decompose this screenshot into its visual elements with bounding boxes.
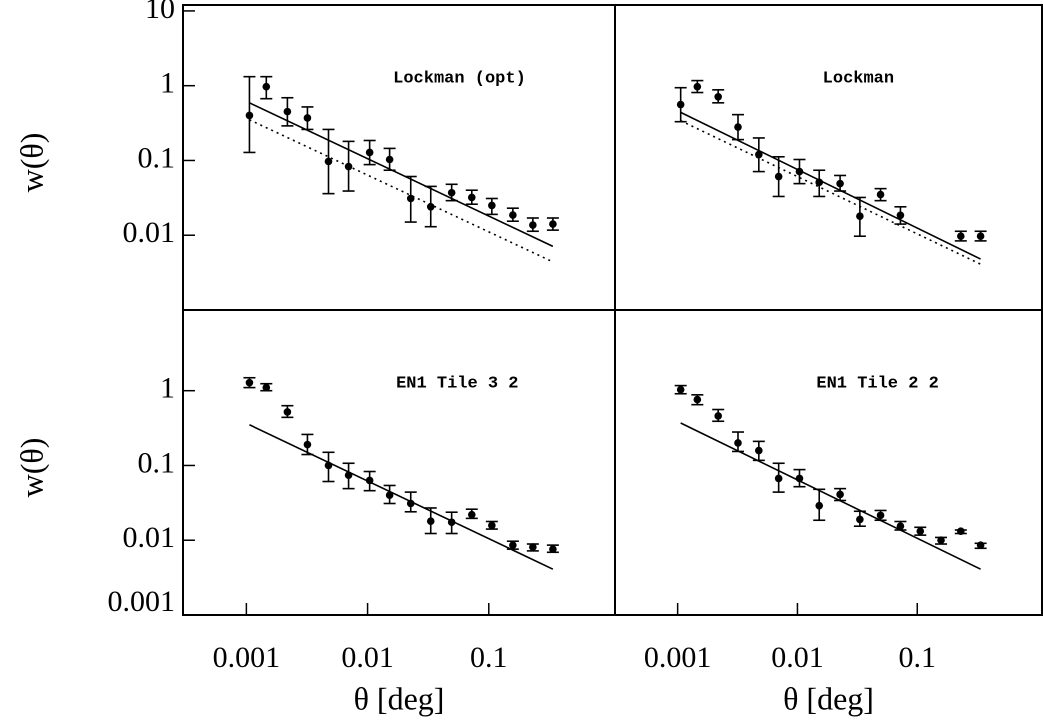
fit-line: [680, 111, 981, 260]
data-point: [774, 474, 783, 483]
data-point: [676, 385, 685, 394]
plot-frame: [614, 309, 1043, 616]
fit-line: [249, 119, 554, 263]
data-point: [385, 491, 394, 500]
y-tick-label: 10: [145, 0, 175, 25]
data-point: [283, 107, 292, 116]
x-tick-label: 0.001: [644, 641, 712, 674]
data-point: [856, 212, 864, 220]
x-tick-label: 0.001: [213, 641, 281, 674]
y-tick-label: 0.1: [138, 141, 176, 174]
x-tick-label: 0.01: [341, 641, 394, 674]
panel-title: Lockman: [823, 69, 894, 88]
data-point: [676, 100, 685, 109]
y-axis-label: w(θ): [13, 438, 49, 498]
data-point: [509, 541, 517, 549]
data-point: [734, 439, 742, 447]
data-point: [262, 82, 271, 91]
data-point: [488, 201, 496, 210]
panel-title: EN1 Tile 3 2: [396, 374, 518, 393]
data-point: [714, 412, 722, 420]
data-point: [976, 541, 985, 549]
data-point: [937, 536, 945, 545]
data-point: [876, 190, 885, 199]
panel-title: Lockman (opt): [393, 69, 526, 88]
data-point: [324, 157, 333, 166]
data-point: [467, 193, 476, 202]
data-point: [549, 220, 557, 228]
data-point: [836, 179, 844, 188]
fit-line: [680, 120, 981, 265]
x-axis-label: θ [deg]: [354, 680, 445, 716]
data-point: [488, 521, 496, 530]
data-point: [529, 221, 537, 229]
data-point: [896, 522, 905, 531]
data-point: [693, 82, 702, 91]
x-tick-label: 0.1: [898, 641, 936, 674]
data-point: [529, 543, 537, 551]
data-point: [303, 440, 312, 449]
data-point: [755, 446, 763, 455]
data-point: [976, 232, 985, 241]
y-tick-label: 0.01: [123, 216, 176, 249]
y-tick-label: 0.1: [138, 446, 176, 479]
data-point: [283, 408, 292, 416]
y-tick-label: 1: [160, 372, 175, 405]
data-point: [262, 383, 271, 392]
data-point: [693, 395, 702, 404]
data-point: [957, 232, 965, 241]
plot-frame: [182, 4, 616, 311]
y-tick-label: 0.001: [108, 585, 176, 618]
data-point: [815, 501, 824, 510]
data-point: [426, 517, 435, 525]
fit-line: [249, 102, 554, 248]
data-point: [303, 114, 312, 122]
x-tick-label: 0.01: [771, 641, 824, 674]
plot-frame: [182, 309, 616, 616]
data-point: [916, 527, 925, 536]
data-point: [876, 511, 885, 520]
x-axis-label: θ [deg]: [783, 680, 874, 716]
data-point: [467, 510, 476, 519]
y-tick-label: 1: [160, 67, 175, 100]
data-point: [447, 188, 456, 197]
data-point: [896, 211, 905, 220]
data-point: [426, 203, 435, 211]
fit-line: [249, 424, 554, 570]
x-tick-label: 0.1: [470, 641, 508, 674]
data-point: [734, 123, 742, 131]
data-point: [836, 490, 844, 499]
y-axis-label: w(θ): [13, 133, 49, 193]
panel-title: EN1 Tile 2 2: [816, 374, 938, 393]
data-point: [549, 545, 557, 553]
y-tick-label: 0.01: [123, 521, 176, 554]
data-point: [509, 211, 517, 219]
data-point: [714, 93, 722, 101]
data-point: [774, 172, 783, 181]
data-point: [957, 527, 965, 536]
data-point: [245, 378, 254, 387]
data-point: [856, 515, 864, 524]
fit-line: [680, 422, 981, 570]
data-point: [245, 111, 254, 120]
plot-frame: [614, 4, 1043, 311]
data-point: [365, 148, 374, 157]
data-point: [385, 155, 394, 164]
